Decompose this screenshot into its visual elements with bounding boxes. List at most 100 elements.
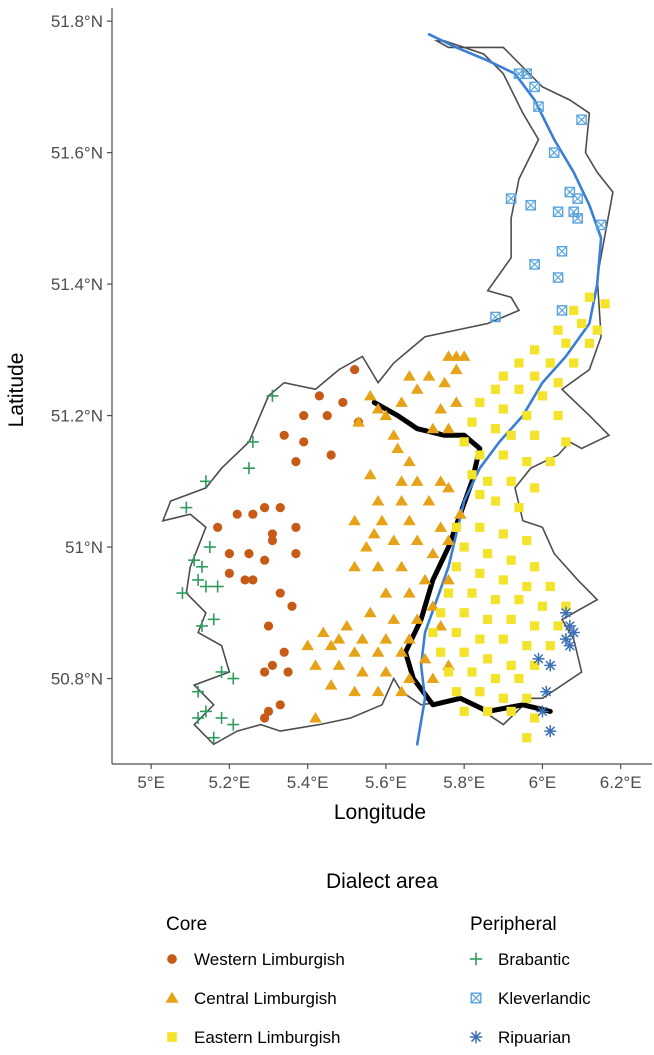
kleverlandic-point — [529, 81, 540, 93]
central-point — [426, 672, 440, 684]
kleverlandic-point — [576, 114, 587, 126]
eastern-point — [475, 568, 485, 578]
eastern-point — [506, 555, 516, 565]
eastern-point — [530, 430, 540, 440]
central-point — [371, 403, 385, 414]
legend-label-eastern: Eastern Limburgish — [194, 1028, 340, 1047]
eastern-point — [483, 654, 493, 664]
national-border — [371, 399, 553, 714]
ripuarian-point — [540, 685, 553, 698]
central-point — [391, 442, 404, 453]
eastern-point — [428, 627, 438, 638]
central-point — [371, 646, 385, 657]
legend-key-eastern — [167, 1032, 177, 1042]
x-tick-label: 6.2°E — [600, 773, 642, 792]
kleverlandic-point — [572, 213, 583, 224]
eastern-point — [569, 305, 579, 315]
eastern-point — [498, 529, 508, 539]
brabantic-point — [227, 672, 240, 685]
legend: Dialect area Core Peripheral Western Lim… — [165, 870, 591, 1047]
brabantic-point — [196, 560, 208, 573]
central-point — [457, 350, 471, 361]
eastern-point — [522, 457, 532, 467]
series-brabantic — [176, 389, 279, 744]
western-point — [248, 575, 258, 585]
eastern-point — [530, 562, 540, 572]
western-point — [267, 529, 278, 539]
central-point — [395, 646, 408, 657]
central-point — [403, 587, 416, 598]
central-point — [434, 475, 447, 486]
central-point — [309, 711, 322, 723]
eastern-point — [475, 522, 485, 532]
western-point — [213, 522, 223, 532]
central-point — [434, 521, 447, 532]
central-point — [356, 665, 369, 677]
brabantic-point — [196, 619, 208, 632]
eastern-point — [522, 581, 532, 592]
x-tick-label: 5.4°E — [287, 773, 329, 792]
central-point — [395, 560, 408, 572]
eastern-point — [545, 457, 555, 467]
legend-item-eastern: Eastern Limburgish — [167, 1028, 340, 1047]
eastern-point — [553, 621, 563, 631]
central-point — [395, 396, 408, 407]
central-point — [371, 495, 385, 506]
western-point — [267, 535, 278, 546]
ripuarian-point — [567, 626, 580, 639]
central-point — [356, 633, 369, 644]
western-point — [260, 667, 270, 677]
central-point — [379, 587, 393, 598]
central-point — [324, 639, 338, 651]
series-central — [301, 350, 471, 723]
western-point — [322, 410, 332, 421]
ripuarian-point — [536, 705, 549, 718]
kleverlandic-point — [521, 68, 533, 80]
series-ripuarian — [532, 606, 580, 738]
western-point — [291, 522, 301, 532]
ripuarian-point — [559, 606, 572, 619]
eastern-point — [600, 299, 610, 309]
eastern-point — [545, 641, 555, 651]
legend-item-central: Central Limburgish — [165, 989, 337, 1008]
eastern-point — [530, 345, 540, 355]
legend-item-western: Western Limburgish — [167, 950, 345, 969]
central-point — [340, 619, 354, 631]
eastern-point — [530, 621, 540, 631]
central-point — [367, 527, 381, 539]
western-point — [283, 667, 293, 677]
central-point — [379, 665, 393, 677]
eastern-point — [522, 641, 532, 651]
ripuarian-point — [559, 633, 572, 646]
western-point — [232, 509, 242, 519]
western-point — [275, 588, 285, 598]
legend-key-ripuarian — [469, 1030, 483, 1044]
y-tick-label: 51.4°N — [51, 275, 103, 294]
eastern-point — [459, 647, 469, 657]
kleverlandic-point — [556, 305, 568, 316]
kleverlandic-point — [548, 147, 560, 158]
central-point — [434, 403, 447, 414]
western-point — [260, 555, 270, 565]
ripuarian-point — [532, 652, 545, 665]
legend-label-kleverlandic: Kleverlandic — [498, 989, 591, 1008]
legend-group-peripheral: Peripheral — [470, 914, 557, 935]
eastern-point — [553, 378, 563, 388]
legend-label-ripuarian: Ripuarian — [498, 1028, 571, 1047]
eastern-point — [514, 503, 524, 513]
western-point — [240, 575, 250, 585]
legend-item-brabantic: Brabantic — [469, 950, 570, 969]
central-point — [352, 416, 365, 427]
brabantic-point — [192, 573, 205, 586]
central-point — [395, 495, 408, 506]
eastern-point — [467, 667, 477, 677]
brabantic-point — [266, 389, 279, 402]
eastern-point — [553, 325, 563, 335]
central-point — [387, 613, 401, 624]
central-point — [426, 422, 440, 434]
central-point — [410, 534, 424, 545]
central-point — [442, 573, 455, 585]
eastern-point — [537, 601, 548, 611]
central-point — [442, 659, 455, 670]
dialect-markers — [176, 68, 610, 744]
